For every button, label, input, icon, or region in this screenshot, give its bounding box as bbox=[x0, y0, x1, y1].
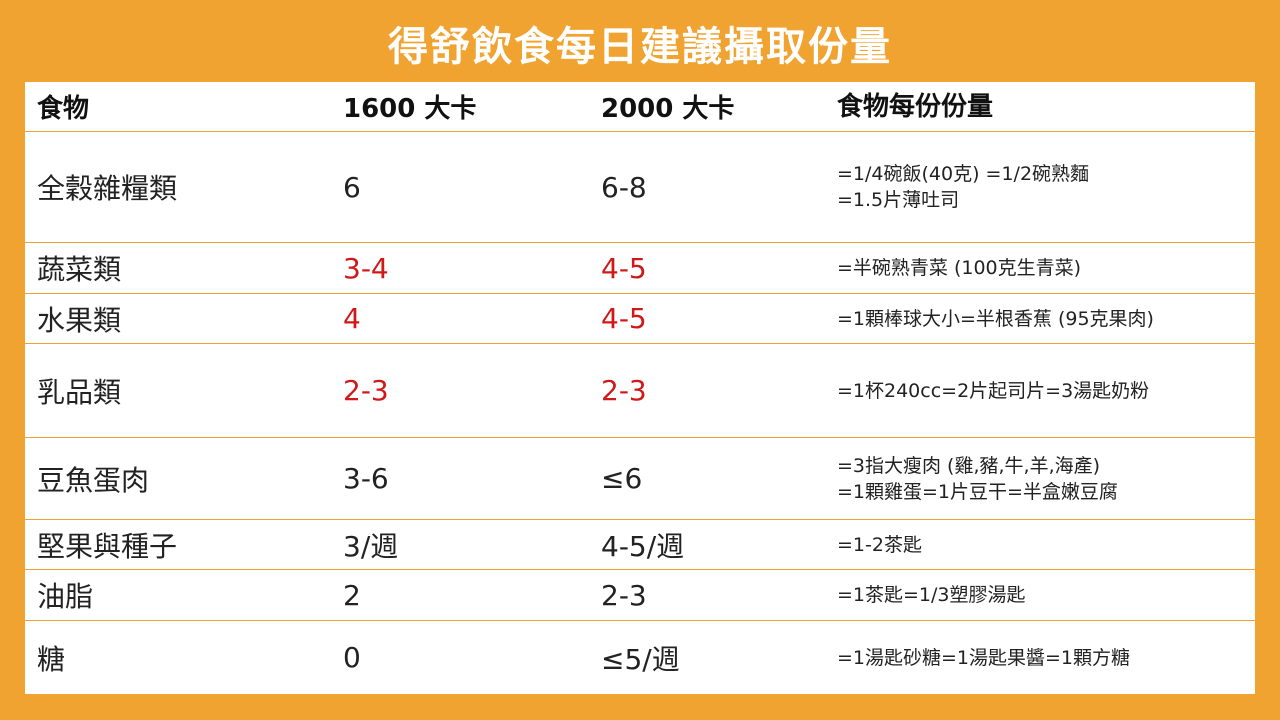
servings-2000: ≤5/週 bbox=[601, 642, 680, 676]
food-name: 豆魚蛋肉 bbox=[37, 463, 150, 497]
table-row: 全穀雜糧類 6 6-8 =1/4碗飯(40克) =1/2碗熟麵 =1.5片薄吐司 bbox=[25, 132, 1255, 243]
food-name: 全穀雜糧類 bbox=[37, 172, 178, 205]
servings-2000: 4-5 bbox=[601, 251, 647, 285]
servings-2000: 2-3 bbox=[601, 578, 647, 612]
servings-1600: 4 bbox=[343, 302, 361, 335]
portion-size: =1茶匙=1/3塑膠湯匙 bbox=[837, 584, 1026, 606]
food-name: 乳品類 bbox=[37, 375, 122, 409]
servings-1600: 2 bbox=[343, 578, 361, 612]
intake-table: 食物 1600 大卡 2000 大卡 食物每份份量 全穀雜糧類 6 6-8 =1… bbox=[25, 82, 1255, 694]
table-header-row: 食物 1600 大卡 2000 大卡 食物每份份量 bbox=[25, 82, 1255, 132]
portion-size: =3指大瘦肉 (雞,豬,牛,羊,海產) =1顆雞蛋=1片豆干=半盒嫩豆腐 bbox=[837, 454, 1118, 503]
table-row: 乳品類 2-3 2-3 =1杯240cc=2片起司片=3湯匙奶粉 bbox=[25, 344, 1255, 438]
food-name: 蔬菜類 bbox=[37, 253, 122, 286]
portion-size: =半碗熟青菜 (100克生青菜) bbox=[837, 257, 1082, 279]
food-name: 糖 bbox=[37, 642, 66, 676]
portion-size: =1-2茶匙 bbox=[837, 533, 922, 556]
servings-1600: 0 bbox=[343, 641, 361, 674]
servings-2000: 4-5/週 bbox=[601, 529, 685, 563]
header-1600-kcal: 1600 大卡 bbox=[343, 94, 477, 124]
servings-2000: 6-8 bbox=[601, 170, 647, 204]
header-2000-kcal: 2000 大卡 bbox=[601, 94, 735, 124]
servings-1600: 2-3 bbox=[343, 374, 389, 407]
portion-size: =1顆棒球大小=半根香蕉 (95克果肉) bbox=[837, 307, 1154, 330]
table-row: 豆魚蛋肉 3-6 ≤6 =3指大瘦肉 (雞,豬,牛,羊,海產) =1顆雞蛋=1片… bbox=[25, 438, 1255, 520]
portion-size: =1湯匙砂糖=1湯匙果醬=1顆方糖 bbox=[837, 646, 1131, 669]
table-row: 水果類 4 4-5 =1顆棒球大小=半根香蕉 (95克果肉) bbox=[25, 294, 1255, 344]
food-name: 堅果與種子 bbox=[37, 529, 178, 563]
portion-size: =1杯240cc=2片起司片=3湯匙奶粉 bbox=[837, 379, 1150, 402]
page-title: 得舒飲食每日建議攝取份量 bbox=[388, 24, 892, 70]
table-row: 糖 0 ≤5/週 =1湯匙砂糖=1湯匙果醬=1顆方糖 bbox=[25, 621, 1255, 694]
servings-1600: 3-6 bbox=[343, 462, 389, 495]
table-row: 油脂 2 2-3 =1茶匙=1/3塑膠湯匙 bbox=[25, 570, 1255, 621]
servings-1600: 3/週 bbox=[343, 529, 399, 563]
header-food: 食物 bbox=[37, 94, 90, 124]
food-name: 油脂 bbox=[37, 580, 94, 613]
servings-2000: 2-3 bbox=[601, 374, 647, 407]
table-row: 蔬菜類 3-4 4-5 =半碗熟青菜 (100克生青菜) bbox=[25, 243, 1255, 294]
servings-1600: 3-4 bbox=[343, 251, 389, 285]
servings-1600: 6 bbox=[343, 170, 361, 204]
header-portion: 食物每份份量 bbox=[837, 91, 994, 122]
servings-2000: 4-5 bbox=[601, 302, 647, 335]
servings-2000: ≤6 bbox=[601, 462, 643, 495]
portion-size: =1/4碗飯(40克) =1/2碗熟麵 =1.5片薄吐司 bbox=[837, 163, 1090, 211]
food-name: 水果類 bbox=[37, 303, 122, 337]
table-row: 堅果與種子 3/週 4-5/週 =1-2茶匙 bbox=[25, 520, 1255, 570]
